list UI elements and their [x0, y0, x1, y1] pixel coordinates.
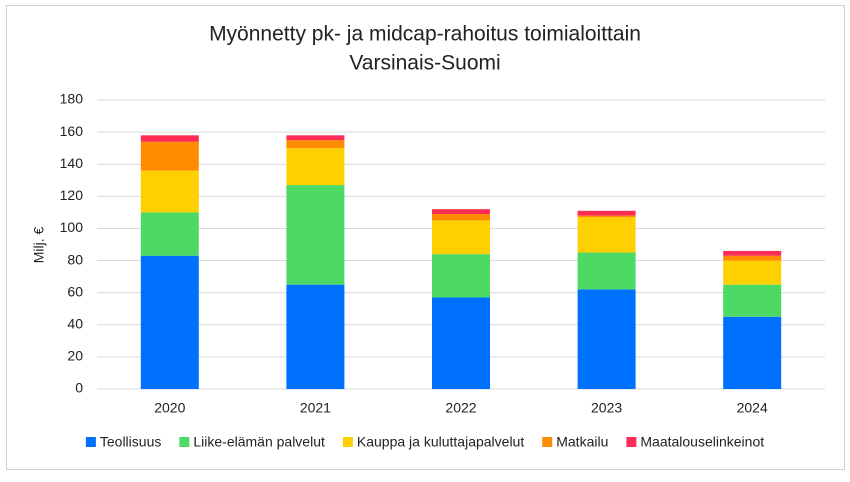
x-tick-label: 2020	[154, 400, 185, 416]
bar-segment	[286, 140, 345, 149]
bar-segment	[723, 284, 782, 317]
legend-swatch	[179, 437, 190, 447]
bar-segment	[432, 220, 490, 255]
bar-segment	[140, 170, 199, 213]
chart-frame	[6, 5, 845, 470]
chart-subtitle: Varsinais-Suomi	[349, 52, 500, 75]
legend-label: Liike-elämän palvelut	[193, 434, 325, 450]
bar-segment	[432, 254, 490, 298]
bar-segment	[723, 250, 782, 256]
x-tick-label: 2023	[591, 400, 622, 416]
y-tick-label: 40	[67, 315, 83, 331]
bar-segment	[432, 213, 490, 221]
y-tick-label: 160	[60, 123, 84, 139]
bar-segment	[577, 215, 636, 218]
x-tick-label: 2024	[737, 400, 768, 416]
legend-label: Kauppa ja kuluttajapalvelut	[357, 434, 524, 450]
legend-swatch	[85, 437, 96, 447]
y-tick-label: 100	[60, 219, 84, 235]
bar-segment	[140, 141, 199, 171]
bar-segment	[432, 297, 490, 389]
y-tick-label: 120	[60, 187, 84, 203]
bar-segment	[723, 260, 782, 285]
bar-segment	[286, 148, 345, 186]
legend-label: Teollisuus	[100, 434, 161, 450]
y-tick-label: 20	[67, 348, 83, 364]
bar-segment	[577, 217, 636, 253]
legend-swatch	[626, 437, 637, 447]
chart-title: Myönnetty pk- ja midcap-rahoitus toimial…	[209, 23, 641, 46]
legend-label: Matkailu	[556, 434, 608, 450]
y-tick-label: 180	[60, 91, 84, 107]
bar-segment	[286, 135, 345, 141]
bar-segment	[577, 210, 636, 216]
bar-segment	[140, 135, 199, 142]
legend-swatch	[342, 437, 353, 447]
bar-segment	[577, 289, 636, 389]
bar-segment	[286, 185, 345, 285]
legend-swatch	[542, 437, 553, 447]
bar-segment	[723, 255, 782, 261]
y-tick-label: 80	[67, 251, 83, 267]
y-tick-label: 60	[67, 283, 83, 299]
y-axis-label: Milj. €	[31, 227, 47, 264]
y-tick-label: 0	[75, 380, 83, 396]
bar-segment	[286, 284, 345, 389]
bar-segment	[577, 252, 636, 290]
bar-segment	[723, 316, 782, 389]
bar-segment	[432, 209, 490, 214]
y-tick-label: 140	[60, 155, 84, 171]
legend-label: Maatalouselinkeinot	[640, 434, 764, 450]
bar-segment	[140, 212, 199, 256]
bar-segment	[140, 255, 199, 389]
x-tick-label: 2022	[445, 400, 476, 416]
x-tick-label: 2021	[300, 400, 331, 416]
